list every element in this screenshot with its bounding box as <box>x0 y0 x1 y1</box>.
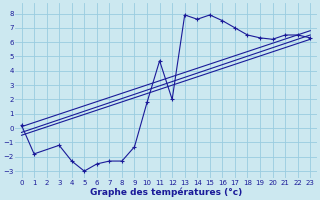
X-axis label: Graphe des températures (°c): Graphe des températures (°c) <box>90 187 242 197</box>
